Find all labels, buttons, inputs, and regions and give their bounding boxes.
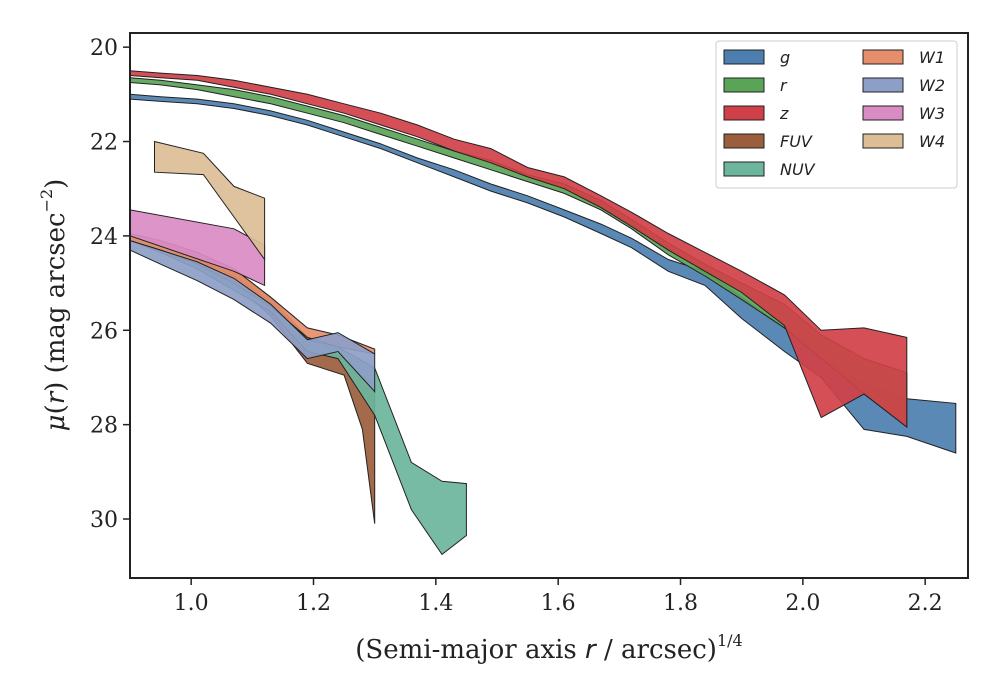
band-g bbox=[130, 93, 957, 454]
band-W2 bbox=[130, 240, 376, 393]
x-axis-label-exponent: 1/4 bbox=[717, 631, 743, 650]
x-tick-label: 2.2 bbox=[908, 591, 943, 616]
y-tick-label: 26 bbox=[90, 319, 118, 344]
legend-label-W3: W3 bbox=[919, 104, 945, 123]
legend-label-g: g bbox=[780, 48, 790, 67]
legend-label-W4: W4 bbox=[919, 132, 945, 151]
legend-swatch-r bbox=[723, 77, 765, 93]
plot-frame bbox=[129, 32, 969, 579]
y-axis-ticks: 20 22 24 26 28 30 bbox=[90, 36, 130, 533]
legend-label-z: z bbox=[779, 104, 789, 123]
legend-label-W2: W2 bbox=[919, 76, 945, 95]
y-tick-label: 30 bbox=[90, 508, 118, 533]
x-axis-label-prefix: (Semi-major axis bbox=[355, 635, 585, 665]
y-axis-label-close: ) bbox=[41, 179, 71, 189]
legend-swatch-FUV bbox=[723, 133, 765, 149]
y-axis-label-exponent: −2 bbox=[37, 189, 56, 213]
band-W3 bbox=[130, 209, 266, 287]
y-tick-label: 24 bbox=[90, 225, 118, 250]
band-W4 bbox=[154, 140, 266, 262]
x-tick-label: 1.8 bbox=[663, 591, 698, 616]
band-z bbox=[130, 70, 908, 429]
x-tick-label: 1.0 bbox=[174, 591, 209, 616]
legend-label-r: r bbox=[780, 76, 788, 95]
legend-swatch-z bbox=[723, 105, 765, 121]
legend-label-NUV: NUV bbox=[780, 160, 816, 179]
legend-label-FUV: FUV bbox=[780, 132, 813, 151]
y-axis-label: μ(r) (mag arcsec−2) bbox=[37, 179, 71, 432]
y-tick-label: 20 bbox=[90, 36, 118, 61]
x-axis-label-var: r bbox=[585, 635, 598, 665]
legend-swatch-NUV bbox=[723, 161, 765, 177]
legend-swatch-g bbox=[723, 49, 765, 65]
profile-bands bbox=[130, 70, 957, 556]
legend-swatch-W1 bbox=[862, 49, 904, 65]
x-axis-label-unit: / arcsec) bbox=[596, 635, 717, 665]
y-axis-label-paren-open: ( bbox=[41, 404, 71, 414]
y-tick-label: 28 bbox=[90, 414, 118, 439]
x-tick-label: 1.2 bbox=[296, 591, 331, 616]
legend-swatch-W4 bbox=[862, 133, 904, 149]
x-axis-ticks: 1.0 1.2 1.4 1.6 1.8 2.0 2.2 bbox=[174, 578, 943, 616]
legend-swatch-W3 bbox=[862, 105, 904, 121]
x-tick-label: 1.6 bbox=[541, 591, 576, 616]
legend-swatch-W2 bbox=[862, 77, 904, 93]
x-axis-label: (Semi-major axis r / arcsec)1/4 bbox=[355, 631, 742, 665]
y-axis-label-var: r bbox=[41, 390, 71, 404]
x-tick-label: 2.0 bbox=[785, 591, 820, 616]
x-tick-label: 1.4 bbox=[418, 591, 453, 616]
y-axis-label-mu: μ bbox=[41, 414, 71, 431]
legend: grz FUV NUV W1 W2 W3 W4 bbox=[715, 40, 958, 189]
y-tick-label: 22 bbox=[90, 131, 118, 156]
legend-label-W1: W1 bbox=[919, 48, 945, 67]
y-axis-label-unit: ) (mag arcsec bbox=[41, 212, 71, 391]
